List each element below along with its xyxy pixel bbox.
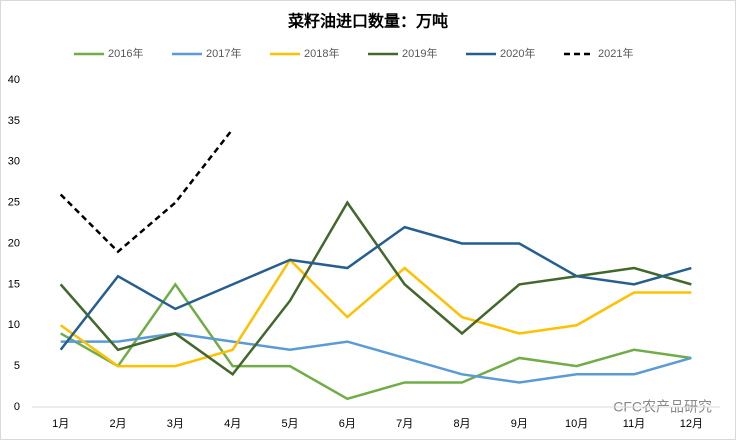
- legend-label: 2018年: [304, 46, 339, 60]
- x-tick-label: 10月: [565, 418, 588, 430]
- series-line: [60, 332, 692, 384]
- y-tick-label: 40: [8, 74, 20, 86]
- legend-label: 2016年: [108, 46, 143, 60]
- series-line: [59, 200, 692, 377]
- series-line: [60, 282, 692, 401]
- x-tick-label: 12月: [680, 418, 703, 430]
- series-line: [59, 128, 234, 254]
- y-tick-label: 5: [14, 360, 20, 372]
- x-tick-label: 7月: [396, 418, 413, 430]
- y-tick-label: 35: [8, 115, 20, 127]
- x-tick-label: 1月: [52, 418, 69, 430]
- y-tick-label: 10: [8, 319, 20, 331]
- series-line: [59, 225, 692, 351]
- x-tick-label: 6月: [339, 418, 356, 430]
- x-tick-label: 3月: [167, 418, 184, 430]
- legend-label: 2017年: [206, 46, 241, 60]
- y-tick-label: 20: [8, 237, 20, 249]
- x-tick-label: 2月: [109, 418, 126, 430]
- legend-label: 2019年: [402, 46, 437, 60]
- y-tick-label: 0: [14, 401, 20, 413]
- legend-label: 2020年: [500, 46, 535, 60]
- chart-title: 菜籽油进口数量：万吨: [287, 12, 448, 31]
- y-tick-label: 30: [8, 156, 20, 168]
- x-tick-label: 8月: [453, 418, 470, 430]
- x-tick-label: 5月: [281, 418, 298, 430]
- y-tick-label: 15: [8, 278, 20, 290]
- x-tick-label: 4月: [224, 418, 241, 430]
- y-tick-label: 25: [8, 197, 20, 209]
- legend-label: 2021年: [598, 46, 633, 60]
- x-tick-label: 11月: [623, 418, 645, 430]
- x-tick-label: 9月: [511, 418, 528, 430]
- series-line: [59, 257, 692, 368]
